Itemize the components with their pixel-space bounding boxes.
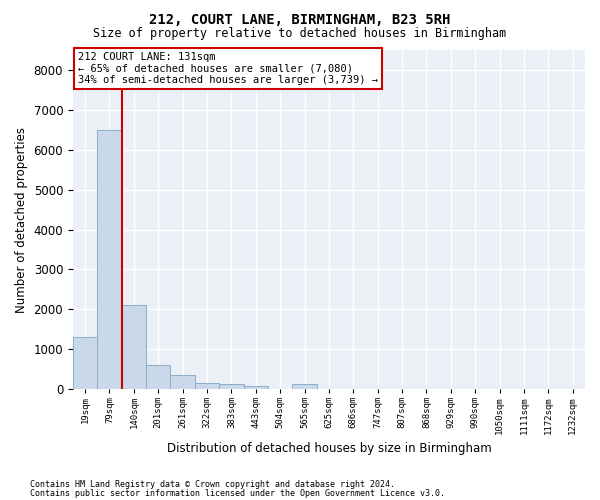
Text: 212 COURT LANE: 131sqm
← 65% of detached houses are smaller (7,080)
34% of semi-: 212 COURT LANE: 131sqm ← 65% of detached…	[78, 52, 378, 85]
Bar	[122, 306, 146, 389]
Y-axis label: Number of detached properties: Number of detached properties	[15, 126, 28, 312]
Text: 212, COURT LANE, BIRMINGHAM, B23 5RH: 212, COURT LANE, BIRMINGHAM, B23 5RH	[149, 12, 451, 26]
Bar	[73, 337, 97, 389]
Bar	[170, 375, 195, 389]
Text: Contains public sector information licensed under the Open Government Licence v3: Contains public sector information licen…	[30, 488, 445, 498]
Bar	[146, 365, 170, 389]
Text: Size of property relative to detached houses in Birmingham: Size of property relative to detached ho…	[94, 28, 506, 40]
Text: Contains HM Land Registry data © Crown copyright and database right 2024.: Contains HM Land Registry data © Crown c…	[30, 480, 395, 489]
Bar	[97, 130, 122, 389]
X-axis label: Distribution of detached houses by size in Birmingham: Distribution of detached houses by size …	[167, 442, 491, 455]
Bar	[219, 384, 244, 389]
Bar	[244, 386, 268, 389]
Bar	[195, 383, 219, 389]
Bar	[292, 384, 317, 389]
